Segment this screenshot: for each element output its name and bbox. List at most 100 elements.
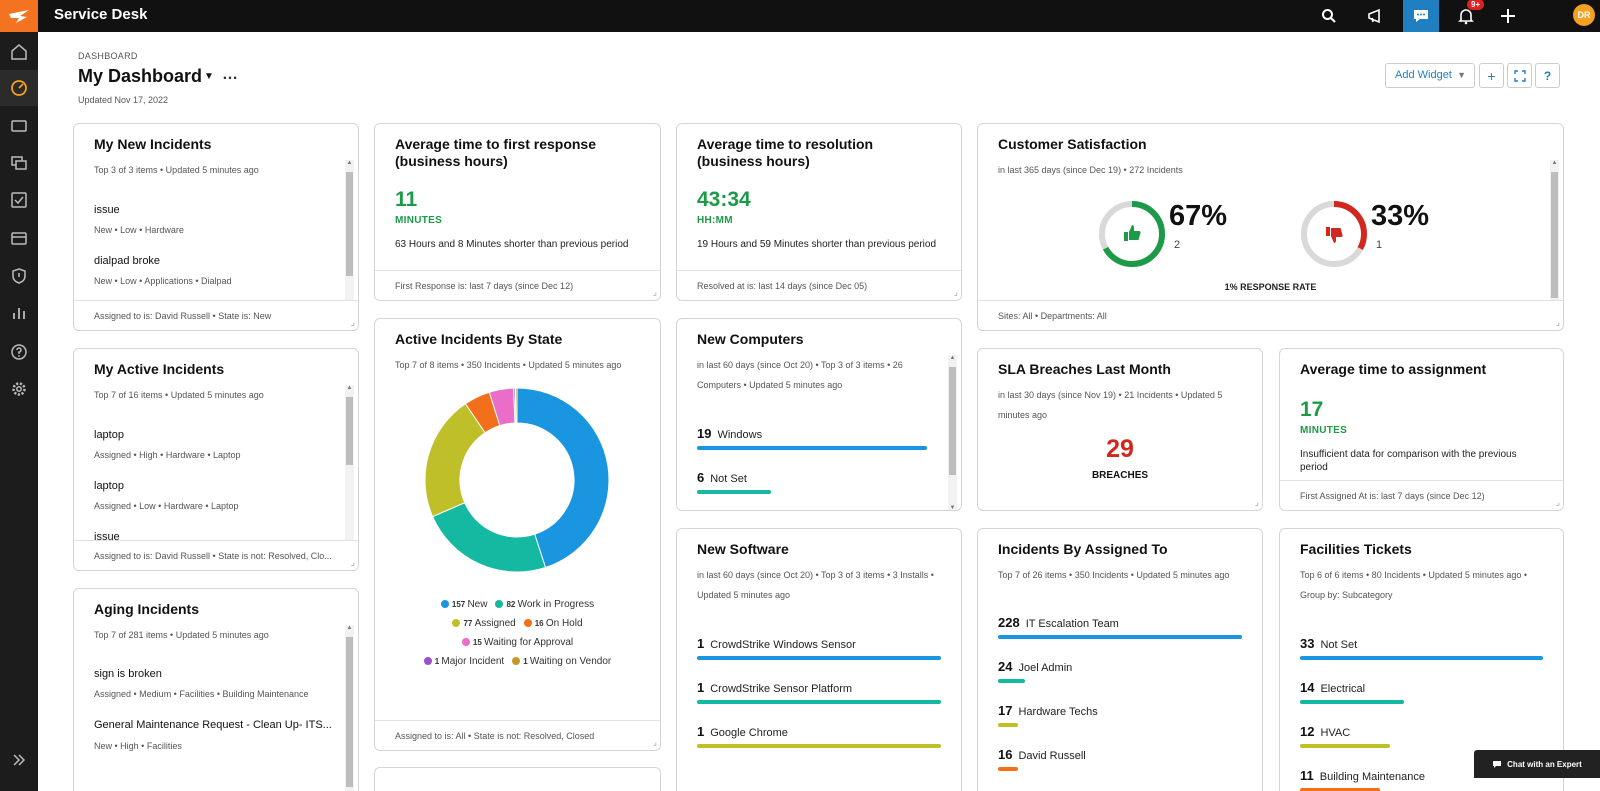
- widget-footer: First Assigned At is: last 7 days (since…: [1280, 480, 1563, 510]
- row-label: Electrical: [1320, 683, 1366, 695]
- donut-slice[interactable]: [516, 387, 610, 569]
- risk-shield-icon[interactable]: [0, 258, 38, 294]
- widget-scrollbar[interactable]: ▲: [345, 385, 354, 541]
- breadcrumb[interactable]: DASHBOARD: [78, 51, 138, 61]
- row-value: 12: [1300, 724, 1315, 739]
- row-bar: [697, 446, 927, 450]
- legend-item[interactable]: 16 On Hold: [523, 618, 583, 629]
- assets-icon[interactable]: [0, 145, 38, 181]
- widget-meta: Top 7 of 281 items • Updated 5 minutes a…: [94, 630, 269, 640]
- resize-handle-icon[interactable]: ⌟: [350, 317, 355, 327]
- widget-scrollbar[interactable]: ▲: [345, 160, 354, 301]
- tasks-checkbox-icon[interactable]: [0, 182, 38, 218]
- add-plus-button[interactable]: +: [1479, 63, 1504, 88]
- incident-title[interactable]: sign is broken: [94, 668, 162, 680]
- solarwinds-logo-icon[interactable]: [0, 0, 38, 32]
- row-bar: [1300, 788, 1381, 791]
- dashboard-gauge-icon[interactable]: [0, 70, 38, 106]
- bar-row[interactable]: 228 IT Escalation Team: [998, 614, 1242, 639]
- dashboard-more-options[interactable]: …: [222, 66, 239, 83]
- row-label: CrowdStrike Windows Sensor: [710, 639, 856, 651]
- donut-slice[interactable]: [514, 387, 518, 424]
- response-rate: 1% RESPONSE RATE: [1224, 282, 1317, 292]
- legend-item[interactable]: 15 Waiting for Approval: [461, 637, 574, 648]
- widget-meta: Top 7 of 16 items • Updated 5 minutes ag…: [94, 390, 264, 400]
- search-icon[interactable]: [1311, 0, 1347, 32]
- state-donut-chart[interactable]: [421, 384, 613, 576]
- widget-meta: in last 365 days (since Dec 19) • 272 In…: [998, 165, 1183, 175]
- row-label: Joel Admin: [1018, 662, 1073, 674]
- expand-sidebar-chevron-icon[interactable]: [0, 742, 38, 778]
- incident-title[interactable]: laptop: [94, 480, 124, 492]
- legend-label: Waiting on Vendor: [529, 656, 612, 667]
- resize-handle-icon[interactable]: ⌟: [1555, 497, 1560, 507]
- row-value: 33: [1300, 636, 1315, 651]
- create-plus-icon[interactable]: [1490, 0, 1526, 32]
- resize-handle-icon[interactable]: ⌟: [1254, 497, 1259, 507]
- donut-slice[interactable]: [424, 403, 486, 518]
- widget-scrollbar[interactable]: ▲: [1550, 160, 1559, 301]
- legend-row: 157 New 82 Work in Progress: [375, 599, 660, 610]
- positive-percent: 67%: [1169, 200, 1228, 232]
- settings-gear-icon[interactable]: [0, 371, 38, 407]
- bar-row[interactable]: 6 Not Set: [697, 469, 927, 494]
- incident-title[interactable]: dialpad broke: [94, 255, 161, 267]
- legend-item[interactable]: 157 New: [440, 599, 487, 610]
- reports-chart-icon[interactable]: [0, 295, 38, 331]
- tickets-icon[interactable]: [0, 108, 38, 144]
- legend-label: Waiting for Approval: [484, 637, 574, 648]
- bar-row[interactable]: 24 Joel Admin: [998, 658, 1242, 683]
- legend-item[interactable]: 1 Major Incident: [423, 656, 504, 667]
- notifications-bell-icon[interactable]: 9+: [1448, 0, 1485, 32]
- resize-handle-icon[interactable]: ⌟: [350, 557, 355, 567]
- bar-row[interactable]: 14 Electrical: [1300, 679, 1543, 704]
- incident-title[interactable]: General Maintenance Request - Clean Up- …: [94, 719, 332, 731]
- add-widget-dropdown[interactable]: Add Widget ▼: [1385, 63, 1475, 88]
- incident-meta: Assigned • Low • Hardware • Laptop: [94, 501, 239, 511]
- incident-title[interactable]: issue: [94, 204, 120, 216]
- sidebar: [0, 32, 38, 791]
- legend-item[interactable]: 77 Assigned: [452, 618, 516, 629]
- legend-count: 1: [434, 657, 442, 666]
- fullscreen-icon[interactable]: [1507, 63, 1532, 88]
- resize-handle-icon[interactable]: ⌟: [1555, 317, 1560, 327]
- bar-row[interactable]: 12 HVAC: [1300, 723, 1543, 748]
- aging-incidents-widget: Aging Incidents Top 7 of 281 items • Upd…: [73, 588, 359, 791]
- resize-handle-icon[interactable]: ⌟: [652, 737, 657, 747]
- bar-row[interactable]: 1 CrowdStrike Sensor Platform: [697, 679, 941, 704]
- bar-row[interactable]: 33 Not Set: [1300, 635, 1543, 660]
- resize-handle-icon[interactable]: ⌟: [652, 287, 657, 297]
- bar-row[interactable]: 11 Building Maintenance: [1300, 767, 1543, 791]
- active-incidents-by-state-widget: Active Incidents By State Top 7 of 8 ite…: [374, 318, 661, 751]
- chat-icon[interactable]: [1403, 0, 1439, 32]
- bar-row[interactable]: 1 Google Chrome: [697, 723, 941, 748]
- donut-slice[interactable]: [431, 502, 547, 573]
- bar-row[interactable]: 19 Windows: [697, 425, 927, 450]
- row-value: 24: [998, 659, 1013, 674]
- home-icon[interactable]: [0, 34, 38, 70]
- incident-meta: New • Low • Hardware: [94, 225, 184, 235]
- bar-row[interactable]: 17 Hardware Techs: [998, 702, 1242, 727]
- resize-handle-icon[interactable]: ⌟: [953, 287, 958, 297]
- bar-row[interactable]: 1 CrowdStrike Windows Sensor: [697, 635, 941, 660]
- bar-row[interactable]: 16 David Russell: [998, 746, 1242, 771]
- chat-with-expert-button[interactable]: Chat with an Expert: [1474, 750, 1600, 778]
- widget-scrollbar[interactable]: ▲: [345, 625, 354, 791]
- incident-title[interactable]: laptop: [94, 429, 124, 441]
- catalog-icon[interactable]: [0, 220, 38, 256]
- help-question-icon[interactable]: [0, 334, 38, 370]
- announcement-icon[interactable]: [1358, 0, 1394, 32]
- user-avatar[interactable]: DR: [1573, 4, 1595, 26]
- chevron-down-icon: ▼: [1457, 70, 1466, 80]
- widget-scrollbar[interactable]: ▲ ▼: [948, 355, 957, 511]
- widget-footer: Assigned to is: David Russell • State is…: [74, 300, 358, 330]
- facilities-tickets-widget: Facilities Tickets Top 6 of 6 items • 80…: [1279, 528, 1564, 791]
- widget-footer: Assigned to is: David Russell • State is…: [74, 540, 358, 570]
- help-button[interactable]: ?: [1535, 63, 1560, 88]
- dashboard-dropdown-caret-icon[interactable]: ▼: [204, 71, 214, 82]
- widget-meta: in last 30 days (since Nov 19) • 21 Inci…: [998, 390, 1223, 420]
- negative-satisfaction-gauge: [1301, 201, 1367, 267]
- legend-item[interactable]: 82 Work in Progress: [495, 599, 594, 610]
- legend-item[interactable]: 1 Waiting on Vendor: [512, 656, 611, 667]
- row-value: 14: [1300, 680, 1315, 695]
